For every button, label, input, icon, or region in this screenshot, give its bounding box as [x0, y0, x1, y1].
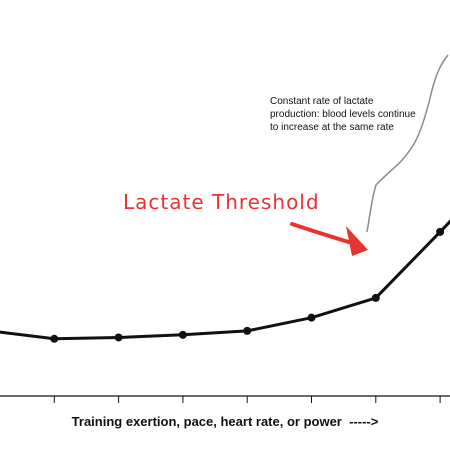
- data-point: [436, 227, 445, 236]
- data-point: [178, 330, 187, 339]
- threshold-arrowhead: [346, 226, 368, 256]
- data-point: [307, 313, 316, 322]
- data-point: [50, 334, 59, 343]
- guide-line: [366, 54, 449, 233]
- data-point: [371, 293, 380, 302]
- annotation-note: Constant rate of lactate production: blo…: [270, 96, 416, 133]
- lactate-threshold-label: Lactate Threshold: [123, 190, 320, 214]
- x-axis-ticks: [53, 396, 441, 403]
- x-axis-label: Training exertion, pace, heart rate, or …: [71, 414, 379, 429]
- data-points: [50, 227, 445, 343]
- data-point: [114, 333, 123, 342]
- data-point: [243, 326, 252, 335]
